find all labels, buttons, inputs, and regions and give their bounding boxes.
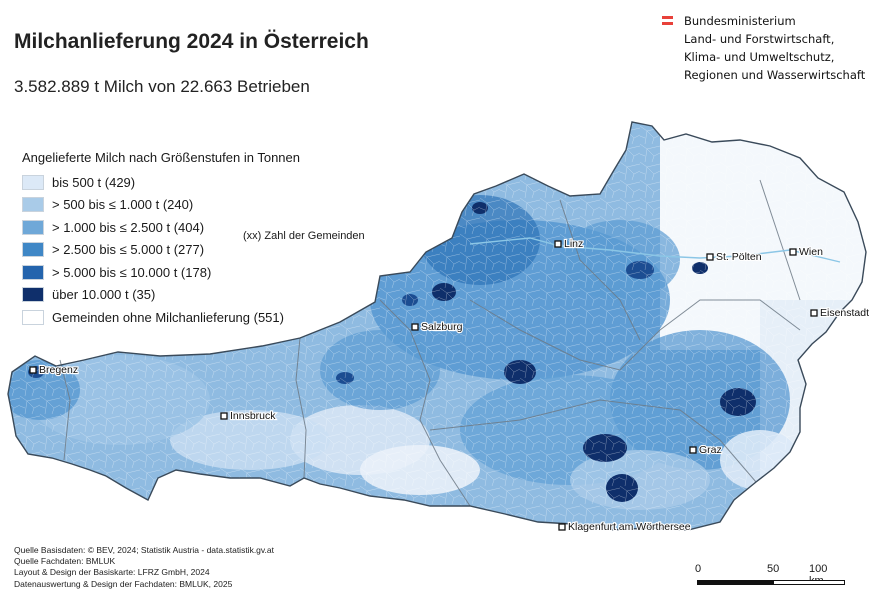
legend-swatch	[22, 197, 44, 213]
city-marker-icon	[29, 366, 37, 374]
ministry-logo: Bundesministerium Land- und Forstwirtsch…	[662, 12, 865, 84]
city-marker-icon	[810, 309, 818, 317]
austria-choropleth-map: Bregenz Innsbruck Salzburg Linz St. Pölt…	[7, 121, 870, 534]
scale-label: 50	[767, 563, 780, 575]
legend-label: bis 500 t (429)	[52, 174, 136, 190]
legend-item: > 2.500 bis ≤ 5.000 t (277)	[22, 239, 300, 262]
map-legend: Angelieferte Milch nach Größenstufen in …	[22, 150, 300, 329]
flag-stripe-top	[662, 16, 673, 19]
city-label: Graz	[699, 444, 722, 456]
map-title: Milchanlieferung 2024 in Österreich	[14, 30, 369, 53]
danube-river	[469, 237, 841, 263]
legend-label: > 2.500 bis ≤ 5.000 t (277)	[52, 242, 205, 258]
legend-note: (xx) Zahl der Gemeinden	[243, 230, 365, 242]
city-marker-icon	[689, 446, 697, 454]
city-marker-icon	[706, 253, 714, 261]
ministry-line: Regionen und Wasserwirtschaft	[684, 68, 866, 82]
city-marker-icon	[554, 240, 562, 248]
scale-segment-light	[773, 580, 845, 585]
legend-item: Gemeinden ohne Milchanlieferung (551)	[22, 306, 300, 329]
legend-title: Angelieferte Milch nach Größenstufen in …	[22, 150, 300, 165]
legend-swatch	[22, 174, 44, 190]
credit-line: Layout & Design der Basiskarte: LFRZ Gmb…	[14, 567, 210, 578]
city-st-poelten: St. Pölten	[706, 250, 763, 264]
flag-stripe-bottom	[662, 22, 673, 25]
scale-bar: 0 50 100 km	[695, 563, 845, 593]
city-label: St. Pölten	[716, 251, 762, 263]
scale-label: 0	[695, 563, 702, 575]
flag-stripe-middle	[662, 19, 673, 22]
ministry-line: Land- und Forstwirtschaft,	[684, 32, 835, 46]
legend-item: > 1.000 bis ≤ 2.500 t (404)	[22, 216, 300, 239]
city-label: Wien	[799, 246, 823, 258]
map-subtitle: 3.582.889 t Milch von 22.663 Betrieben	[14, 77, 310, 96]
city-label: Linz	[564, 238, 583, 250]
city-innsbruck: Innsbruck	[220, 409, 277, 423]
legend-swatch	[22, 264, 44, 280]
legend-label: > 500 bis ≤ 1.000 t (240)	[52, 197, 194, 213]
source-credits: Quelle Basisdaten: © BEV, 2024; Statisti…	[14, 545, 274, 590]
city-label: Innsbruck	[230, 410, 276, 422]
city-marker-icon	[220, 412, 228, 420]
city-klagenfurt: Klagenfurt am Wörthersee	[558, 520, 692, 534]
city-salzburg: Salzburg	[411, 320, 464, 334]
scale-segment-dark	[697, 580, 773, 585]
city-label: Eisenstadt	[820, 307, 869, 319]
city-marker-icon	[558, 523, 566, 531]
legend-item: > 5.000 bis ≤ 10.000 t (178)	[22, 261, 300, 284]
city-bregenz: Bregenz	[29, 363, 79, 377]
legend-swatch	[22, 242, 44, 258]
legend-label: > 1.000 bis ≤ 2.500 t (404)	[52, 219, 205, 235]
ministry-line: Klima- und Umweltschutz,	[684, 50, 835, 64]
city-marker-icon	[789, 248, 797, 256]
legend-swatch	[22, 309, 44, 325]
city-label: Salzburg	[421, 321, 463, 333]
city-label: Bregenz	[39, 364, 78, 376]
state-borders	[59, 179, 801, 507]
legend-label: Gemeinden ohne Milchanlieferung (551)	[52, 309, 284, 325]
city-wien: Wien	[789, 245, 824, 259]
credit-line: Quelle Fachdaten: BMLUK	[14, 556, 116, 567]
legend-item: über 10.000 t (35)	[22, 284, 300, 307]
legend-item: > 500 bis ≤ 1.000 t (240)	[22, 194, 300, 217]
credit-line: Datenauswertung & Design der Fachdaten: …	[14, 578, 233, 589]
legend-label: über 10.000 t (35)	[52, 287, 156, 303]
legend-swatch	[22, 287, 44, 303]
legend-item: bis 500 t (429)	[22, 171, 300, 194]
city-label: Klagenfurt am Wörthersee	[568, 521, 691, 533]
city-graz: Graz	[689, 443, 723, 457]
city-marker-icon	[411, 323, 419, 331]
legend-label: > 5.000 bis ≤ 10.000 t (178)	[52, 264, 212, 280]
ministry-line: Bundesministerium	[684, 14, 796, 28]
austria-flag-icon	[662, 16, 673, 25]
credit-line: Quelle Basisdaten: © BEV, 2024; Statisti…	[14, 545, 274, 555]
city-eisenstadt: Eisenstadt	[810, 306, 870, 320]
city-linz: Linz	[554, 237, 584, 251]
legend-swatch	[22, 219, 44, 235]
